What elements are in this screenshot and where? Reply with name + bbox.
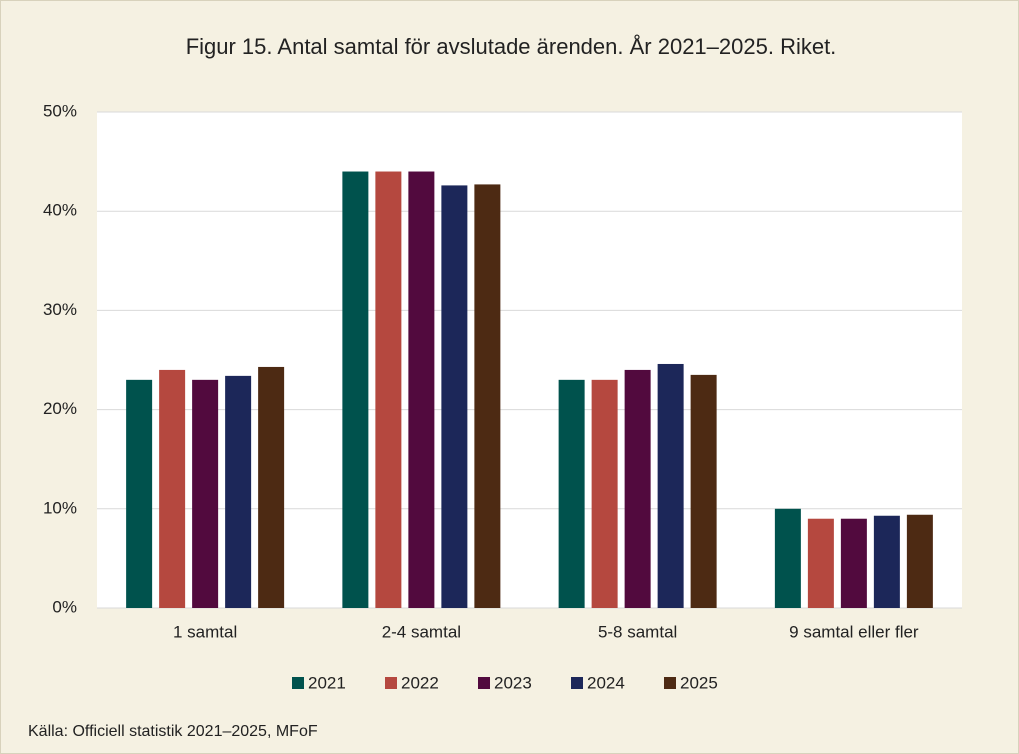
bar — [558, 379, 585, 608]
x-tick-label: 5-8 samtal — [598, 622, 677, 641]
chart-title: Figur 15. Antal samtal för avslutade äre… — [186, 34, 837, 59]
y-tick-label: 30% — [43, 300, 77, 319]
bar — [873, 515, 900, 608]
x-tick-label: 2-4 samtal — [382, 622, 461, 641]
bar — [375, 171, 402, 608]
legend-label: 2021 — [308, 673, 346, 692]
legend-swatch — [664, 677, 676, 689]
bar — [657, 363, 684, 608]
bar — [474, 184, 501, 608]
bar — [840, 518, 867, 608]
y-tick-label: 50% — [43, 101, 77, 120]
legend-swatch — [478, 677, 490, 689]
bar — [807, 518, 834, 608]
y-tick-label: 10% — [43, 498, 77, 517]
bar — [441, 185, 468, 608]
bar — [591, 379, 618, 608]
bar — [690, 374, 717, 608]
legend-swatch — [385, 677, 397, 689]
bar — [225, 375, 252, 608]
legend-label: 2023 — [494, 673, 532, 692]
y-tick-label: 20% — [43, 399, 77, 418]
bar — [774, 508, 801, 608]
bar — [258, 366, 285, 608]
legend-swatch — [292, 677, 304, 689]
bar — [126, 379, 153, 608]
legend-label: 2024 — [587, 673, 625, 692]
bar — [342, 171, 369, 608]
legend-label: 2022 — [401, 673, 439, 692]
x-tick-label: 9 samtal eller fler — [789, 622, 919, 641]
x-tick-label: 1 samtal — [173, 622, 237, 641]
legend-swatch — [571, 677, 583, 689]
bar — [192, 379, 219, 608]
bar — [624, 369, 651, 608]
y-tick-label: 0% — [52, 597, 77, 616]
bar — [408, 171, 435, 608]
bar — [159, 369, 186, 608]
legend-label: 2025 — [680, 673, 718, 692]
y-tick-label: 40% — [43, 201, 77, 220]
bar — [906, 514, 933, 608]
source: Källa: Officiell statistik 2021–2025, MF… — [28, 723, 318, 740]
